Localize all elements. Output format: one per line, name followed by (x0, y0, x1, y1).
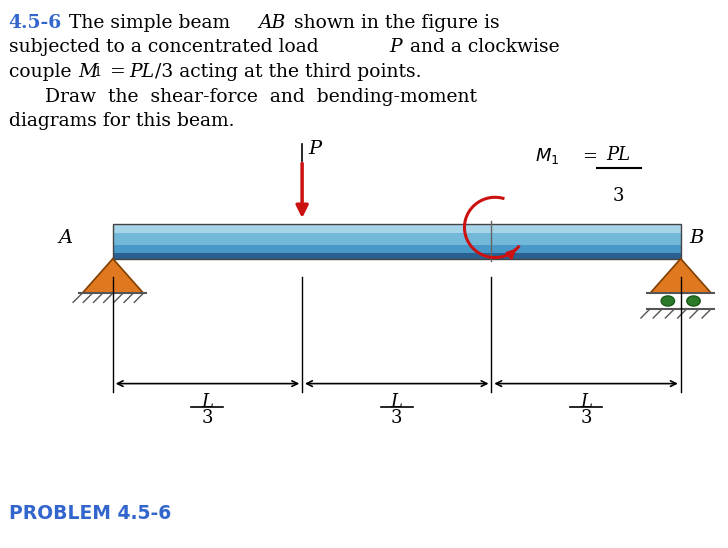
Text: PL: PL (130, 63, 155, 81)
Text: 3: 3 (391, 409, 403, 427)
Text: The simple beam: The simple beam (69, 14, 237, 32)
Text: /3 acting at the third points.: /3 acting at the third points. (155, 63, 422, 81)
Text: subjected to a concentrated load: subjected to a concentrated load (9, 38, 325, 56)
Text: =: = (582, 148, 598, 166)
Text: couple: couple (9, 63, 77, 81)
Text: L: L (202, 393, 213, 412)
Bar (113, 232, 681, 244)
Text: 3: 3 (202, 409, 213, 427)
Text: A: A (59, 229, 73, 247)
Text: 3: 3 (580, 409, 592, 427)
Bar (113, 224, 681, 233)
Polygon shape (650, 259, 711, 293)
Text: shown in the figure is: shown in the figure is (288, 14, 499, 32)
Bar (113, 224, 681, 259)
Circle shape (661, 296, 675, 306)
Text: PL: PL (606, 146, 631, 164)
Circle shape (687, 296, 700, 306)
Text: P: P (308, 140, 321, 158)
Text: Draw  the  shear-force  and  bending-moment: Draw the shear-force and bending-moment (45, 88, 477, 106)
Text: 4.5-6: 4.5-6 (9, 14, 62, 32)
Bar (113, 253, 681, 259)
Text: and a clockwise: and a clockwise (404, 38, 560, 56)
Text: AB: AB (258, 14, 285, 32)
Text: 3: 3 (613, 187, 625, 205)
Text: L: L (391, 393, 403, 412)
Text: diagrams for this beam.: diagrams for this beam. (9, 112, 234, 130)
Polygon shape (82, 259, 143, 293)
Text: PROBLEM 4.5-6: PROBLEM 4.5-6 (9, 504, 171, 523)
Text: 1: 1 (93, 66, 101, 79)
Text: =: = (104, 63, 132, 81)
Text: L: L (580, 393, 592, 412)
Bar (113, 238, 681, 253)
Text: B: B (689, 229, 704, 247)
Text: $M_1$: $M_1$ (535, 146, 560, 166)
Text: P: P (389, 38, 402, 56)
Text: M: M (79, 63, 98, 81)
